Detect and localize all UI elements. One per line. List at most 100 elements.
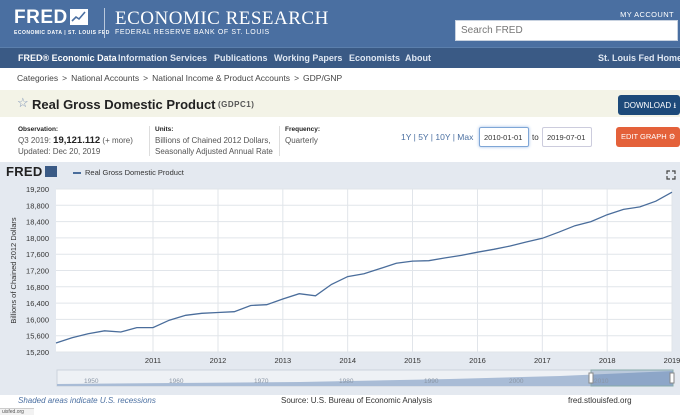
gear-icon: ⚙	[668, 132, 676, 141]
frequency-value: Quarterly	[285, 136, 318, 145]
navigator-year-label: 1980	[339, 378, 354, 385]
x-tick-label: 2019	[664, 356, 680, 365]
breadcrumb-categories[interactable]: Categories	[17, 73, 59, 83]
fred-logo[interactable]: FRED ECONOMIC DATA | ST. LOUIS FED	[14, 7, 110, 37]
meta-divider	[279, 126, 280, 156]
nav-item-working-papers[interactable]: Working Papers	[274, 53, 343, 63]
x-tick-label: 2012	[210, 356, 227, 365]
my-account-link[interactable]: MY ACCOUNT	[620, 10, 674, 19]
line-chart: 15,200 15,600 16,000 16,400 16,800 17,200 17,6…	[9, 185, 680, 387]
y-tick-label: 18,000	[26, 234, 49, 243]
x-tick-label: 2014	[339, 356, 356, 365]
observation-value-line: Q3 2019: 19,121.112 (+ more)	[18, 135, 133, 146]
nav-item-fred[interactable]: FRED® Economic Data	[18, 53, 117, 63]
site-url: fred.stlouisfed.org	[568, 396, 632, 405]
main-nav: FRED® Economic Data Information Services…	[0, 47, 680, 68]
legend-swatch	[73, 172, 81, 174]
series-title-band: ☆ Real Gross Domestic Product (GDPC1)	[0, 90, 680, 117]
navigator-year-label: 2010	[594, 378, 609, 385]
navigator-year-label: 1970	[254, 378, 269, 385]
range-max[interactable]: Max	[457, 132, 474, 142]
start-date-input[interactable]: 2010-01-01	[479, 127, 529, 147]
chart-logo-text: FRED	[6, 164, 43, 179]
x-tick-label: 2011	[145, 356, 161, 365]
range-1y[interactable]: 1Y	[401, 132, 412, 142]
y-tick-label: 16,000	[26, 315, 49, 324]
download-button[interactable]: DOWNLOAD ⭳	[618, 95, 680, 115]
navigator-year-label: 1950	[84, 378, 99, 385]
y-tick-label: 18,800	[26, 201, 49, 210]
navigator-year-label: 2000	[509, 378, 524, 385]
y-tick-label: 15,200	[26, 348, 49, 357]
y-tick-label: 16,800	[26, 283, 49, 292]
nav-item-publications[interactable]: Publications	[214, 53, 268, 63]
x-tick-label: 2016	[469, 356, 486, 365]
y-tick-label: 17,600	[26, 250, 49, 259]
navigator-handle-right	[669, 372, 675, 384]
x-tick-label: 2015	[404, 356, 421, 365]
org-title[interactable]: ECONOMIC RESEARCH	[115, 8, 329, 29]
download-icon: ⭳	[673, 101, 677, 110]
breadcrumb-nipa[interactable]: National Income & Product Accounts	[152, 73, 291, 83]
x-tick-label: 2013	[274, 356, 291, 365]
org-subtitle: FEDERAL RESERVE BANK OF ST. LOUIS	[115, 29, 270, 36]
search-input[interactable]: Search FRED	[455, 20, 678, 41]
edit-graph-label: EDIT GRAPH	[621, 132, 667, 141]
observation-period: Q3 2019:	[18, 136, 51, 145]
observation-more-link[interactable]: (+ more)	[102, 136, 133, 145]
x-tick-label: 2017	[534, 356, 551, 365]
chart-fred-logo: FRED	[6, 164, 57, 179]
nav-item-stl-fed-home[interactable]: St. Louis Fed Home	[598, 53, 680, 63]
expand-icon[interactable]	[666, 167, 676, 180]
logo-subtitle: ECONOMIC DATA | ST. LOUIS FED	[14, 30, 110, 36]
breadcrumb-separator: >	[62, 73, 68, 83]
y-axis-label: Billions of Chained 2012 Dollars	[9, 217, 18, 324]
date-to-label: to	[532, 133, 539, 142]
edit-graph-button[interactable]: EDIT GRAPH ⚙	[616, 127, 680, 147]
series-line	[55, 191, 673, 344]
nav-item-information-services[interactable]: Information Services	[118, 53, 208, 63]
breadcrumb-separator: >	[294, 73, 300, 83]
chart-mark-icon	[69, 9, 88, 25]
site-header: FRED ECONOMIC DATA | ST. LOUIS FED ECONO…	[0, 0, 680, 47]
navigator-series	[57, 371, 673, 386]
range-5y[interactable]: 5Y	[418, 132, 429, 142]
observation-value: 19,121.112	[53, 135, 101, 146]
recession-note-link[interactable]: Shaded areas indicate U.S. recessions	[18, 396, 156, 405]
navigator-handle-left	[588, 372, 594, 384]
breadcrumb-gdp-gnp[interactable]: GDP/GNP	[303, 73, 343, 83]
y-tick-label: 17,200	[26, 267, 49, 276]
meta-divider	[149, 126, 150, 156]
range-10y[interactable]: 10Y	[435, 132, 451, 142]
frequency-label: Frequency:	[285, 126, 321, 133]
observation-label: Observation:	[18, 126, 59, 133]
end-date-input[interactable]: 2019-07-01	[542, 127, 592, 147]
navigator-year-label: 1990	[424, 378, 439, 385]
y-tick-label: 16,400	[26, 299, 49, 308]
nav-item-economists[interactable]: Economists	[349, 53, 401, 63]
legend-label: Real Gross Domestic Product	[85, 168, 184, 177]
y-tick-label: 15,600	[26, 332, 49, 341]
star-icon[interactable]: ☆	[17, 95, 29, 110]
units-line-1: Billions of Chained 2012 Dollars,	[155, 136, 271, 145]
logo-text: FRED	[14, 7, 68, 28]
updated-date: Updated: Dec 20, 2019	[18, 147, 101, 156]
header-divider	[104, 8, 105, 38]
breadcrumb-national-accounts[interactable]: National Accounts	[71, 73, 140, 83]
series-id: (GDPC1)	[218, 100, 255, 109]
navigator-year-label: 1960	[169, 378, 184, 385]
page-title: Real Gross Domestic Product	[32, 97, 216, 112]
breadcrumb-separator: >	[143, 73, 149, 83]
y-tick-label: 19,200	[26, 185, 49, 194]
download-label: DOWNLOAD	[624, 101, 672, 110]
breadcrumb: Categories > National Accounts > National In…	[17, 73, 342, 83]
y-tick-label: 18,400	[26, 218, 49, 227]
range-selector: 1Y | 5Y | 10Y | Max	[401, 132, 474, 142]
units-line-2: Seasonally Adjusted Annual Rate	[155, 147, 273, 156]
chart-header	[0, 162, 680, 182]
chart-mark-icon	[44, 166, 57, 177]
nav-item-about[interactable]: About	[405, 53, 431, 63]
source-text: Source: U.S. Bureau of Economic Analysis	[281, 396, 433, 405]
browser-status-bar: uisfed.org	[0, 408, 34, 415]
units-label: Units:	[155, 126, 174, 133]
